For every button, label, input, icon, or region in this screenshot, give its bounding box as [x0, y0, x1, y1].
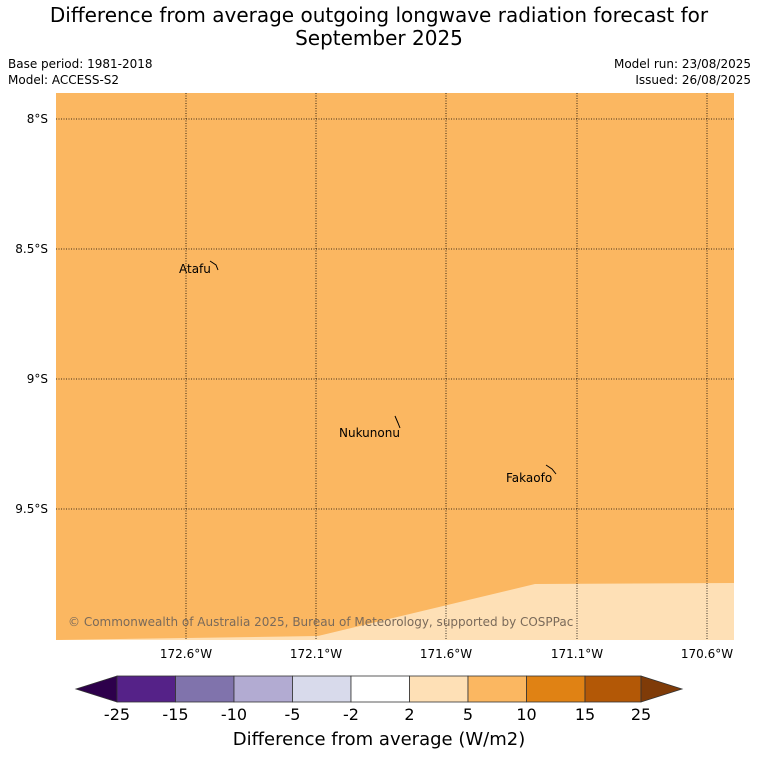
colorbar-bin-9 — [584, 675, 642, 703]
lat-label-8s: 8°S — [27, 112, 48, 126]
map-background — [56, 93, 734, 640]
colorbar-tick: 5 — [463, 705, 473, 724]
colorbar-tick: -5 — [285, 705, 301, 724]
lat-gridlines — [56, 118, 734, 510]
colorbar-bin-8 — [526, 675, 586, 703]
colorbar-label: Difference from average (W/m2) — [232, 729, 526, 750]
copyright-notice: © Commonwealth of Australia 2025, Bureau… — [68, 615, 573, 629]
nukunonu-atoll-outline — [394, 415, 401, 429]
meta-left: Base period: 1981-2018 Model: ACCESS-S2 — [8, 56, 153, 88]
lon-label-172-1w: 172.1°W — [290, 647, 342, 661]
place-label-fakaofo: Fakaofo — [506, 471, 552, 485]
colorbar-tick: -10 — [221, 705, 247, 724]
colorbar-tick: -2 — [343, 705, 359, 724]
lon-label-171-1w: 171.1°W — [551, 647, 603, 661]
colorbar-tick: 15 — [575, 705, 595, 724]
lon-label-170-6w: 170.6°W — [681, 647, 733, 661]
colorbar: -25 -15 -10 -5 -2 2 5 10 15 25 — [74, 675, 684, 724]
title-line-2: September 2025 — [295, 26, 463, 50]
issued-date: Issued: 26/08/2025 — [635, 73, 751, 87]
colorbar-bin-2 — [175, 675, 235, 703]
lat-label-8-5s: 8.5°S — [15, 242, 48, 256]
lon-label-171-6w: 171.6°W — [420, 647, 472, 661]
lower-anomaly-band — [56, 583, 734, 640]
place-label-nukunonu: Nukunonu — [339, 426, 400, 440]
title-line-1: Difference from average outgoing longwav… — [49, 3, 709, 27]
colorbar-tick: 2 — [404, 705, 414, 724]
colorbar-bin-3 — [233, 675, 293, 703]
colorbar-bin-6 — [409, 675, 469, 703]
colorbar-under-arrow — [74, 675, 118, 703]
lon-label-172-6w: 172.6°W — [160, 647, 212, 661]
fakaofo-atoll-outline — [545, 464, 557, 475]
colorbar-tick: 10 — [516, 705, 536, 724]
meta-right: Model run: 23/08/2025 Issued: 26/08/2025 — [614, 56, 751, 88]
colorbar-bin-1 — [116, 675, 176, 703]
chart-title: Difference from average outgoing longwav… — [0, 4, 758, 50]
colorbar-tick: -25 — [104, 705, 130, 724]
colorbar-tick: 25 — [631, 705, 651, 724]
model-name: Model: ACCESS-S2 — [8, 73, 120, 87]
model-run: Model run: 23/08/2025 — [613, 57, 751, 71]
lon-gridlines — [185, 93, 708, 640]
colorbar-bin-4 — [292, 675, 352, 703]
base-period: Base period: 1981-2018 — [8, 57, 153, 71]
place-label-atafu: Atafu — [179, 262, 211, 276]
colorbar-tick: -15 — [162, 705, 188, 724]
colorbar-over-arrow — [640, 675, 684, 703]
colorbar-bin-7 — [467, 675, 527, 703]
lat-label-9s: 9°S — [27, 372, 48, 386]
colorbar-bin-5 — [350, 675, 410, 703]
atafu-atoll-outline — [209, 260, 219, 271]
lat-label-9-5s: 9.5°S — [15, 502, 48, 516]
